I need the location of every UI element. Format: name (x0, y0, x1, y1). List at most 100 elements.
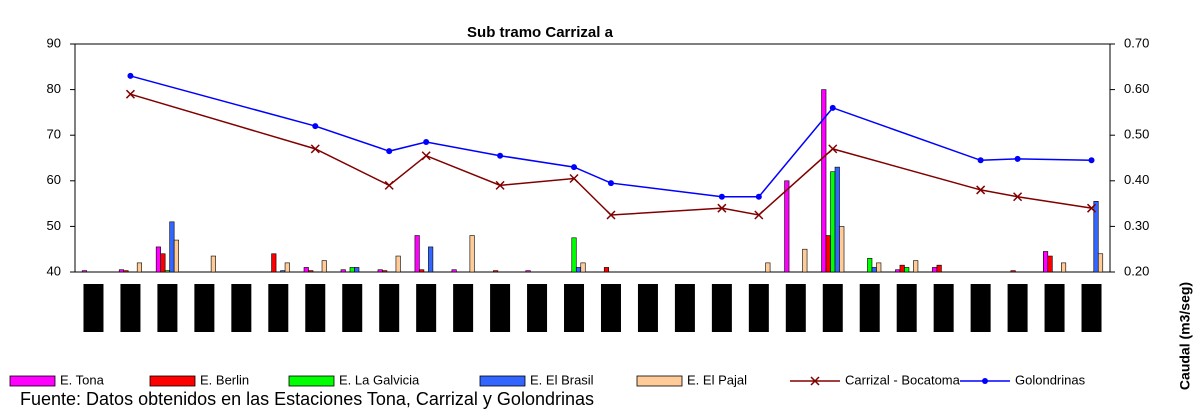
chart-title: Sub tramo Carrizal a (467, 24, 614, 41)
legend-label: E. La Galvicia (339, 372, 420, 387)
point-marker (386, 148, 393, 155)
point-marker (606, 210, 616, 220)
bar (210, 255, 216, 273)
y-tick-label: 70 (47, 127, 61, 142)
bar (377, 269, 383, 273)
y-tick-label: 90 (47, 35, 61, 50)
category-label-block (120, 284, 141, 332)
legend-label: Carrizal - Bocatoma (845, 372, 961, 387)
bar (382, 270, 388, 273)
legend-marker (982, 378, 988, 384)
legend-label: Golondrinas (1015, 372, 1086, 387)
bar (155, 246, 161, 273)
bar (308, 270, 314, 273)
category-label-block (157, 284, 178, 332)
bar (395, 255, 401, 273)
point-marker (755, 193, 762, 200)
bar (825, 235, 831, 273)
y2-axis-label: Caudal (m3/seg) (1177, 282, 1193, 390)
bar (895, 269, 901, 273)
point-marker (977, 157, 984, 164)
category-label-block (379, 284, 400, 332)
bar (118, 269, 124, 273)
bar (428, 246, 434, 273)
bar (136, 262, 142, 273)
bar (303, 267, 309, 273)
legend-swatch (288, 375, 335, 387)
point-marker (125, 89, 135, 99)
bar (830, 171, 836, 273)
bar (575, 267, 582, 273)
bar (340, 269, 346, 273)
legend-label: E. El Brasil (530, 372, 594, 387)
bar (784, 180, 790, 273)
category-label-block (342, 284, 363, 332)
point-marker (495, 180, 505, 190)
legend-swatch (9, 375, 56, 387)
category-label-block (231, 284, 252, 332)
point-marker (718, 193, 725, 200)
bar (451, 269, 457, 273)
bar (354, 267, 360, 273)
bar (867, 258, 873, 273)
legend-label: E. Tona (60, 372, 105, 387)
category-label-block (896, 284, 917, 332)
y2-tick-label: 0.40 (1124, 172, 1149, 187)
legend-marker (810, 376, 820, 386)
point-marker (384, 180, 394, 190)
bar (169, 221, 175, 273)
point-marker (829, 104, 836, 111)
bar (821, 89, 827, 273)
category-label-block (194, 284, 215, 332)
point-marker (312, 123, 319, 130)
legend-label: E. Berlin (200, 372, 249, 387)
bar (876, 262, 882, 273)
point-marker (976, 185, 986, 195)
bar (525, 270, 531, 273)
category-label-block (1081, 284, 1102, 332)
bar (414, 235, 420, 273)
category-label-block (527, 284, 548, 332)
bar (899, 264, 905, 273)
point-marker (1013, 192, 1023, 202)
point-marker (1014, 155, 1021, 162)
bar (493, 270, 499, 273)
bar (936, 264, 942, 273)
category-label-block (83, 284, 104, 332)
bar (321, 260, 327, 273)
bar (160, 253, 166, 273)
category-label-block (674, 284, 695, 332)
y2-tick-label: 0.60 (1124, 81, 1149, 96)
bar (469, 235, 475, 273)
point-marker (607, 180, 614, 187)
bar (871, 267, 877, 273)
y-tick-label: 80 (47, 81, 61, 96)
bar (834, 166, 840, 273)
category-label-block (970, 284, 991, 332)
bar (81, 270, 88, 273)
point-marker (1088, 157, 1095, 164)
bar (839, 226, 845, 273)
y-tick-label: 50 (47, 218, 61, 233)
point-marker (423, 139, 430, 146)
point-marker (421, 151, 431, 161)
bar (164, 270, 170, 273)
bar (173, 239, 179, 273)
category-label-block (822, 284, 843, 332)
legend-swatch (479, 375, 526, 387)
source-note: Fuente: Datos obtenidos en las Estacione… (20, 389, 594, 409)
bar (913, 260, 919, 273)
category-label-block (711, 284, 732, 332)
category-label-block (600, 284, 621, 332)
point-marker (310, 144, 320, 154)
point-marker (1086, 203, 1097, 213)
bar (349, 267, 355, 273)
y2-tick-label: 0.50 (1124, 127, 1149, 142)
bar (123, 270, 129, 273)
line (130, 93, 1092, 216)
y2-tick-label: 0.30 (1124, 218, 1149, 233)
category-label-block (859, 284, 880, 332)
legend-swatch (636, 375, 683, 387)
bar (1093, 201, 1099, 273)
